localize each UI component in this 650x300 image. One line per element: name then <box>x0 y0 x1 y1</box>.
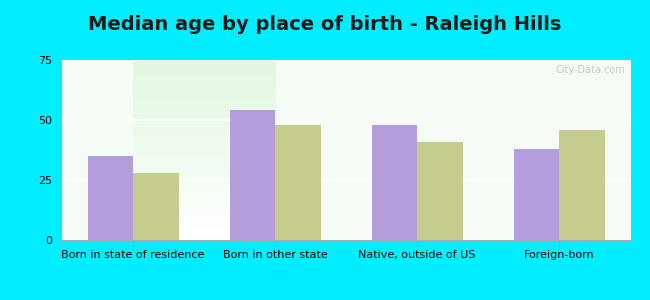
Bar <box>133 173 179 240</box>
Bar <box>417 142 463 240</box>
Bar <box>275 125 320 240</box>
Bar <box>372 125 417 240</box>
Bar <box>559 130 604 240</box>
Bar <box>88 156 133 240</box>
Bar <box>514 149 559 240</box>
Bar <box>229 110 275 240</box>
Text: City-Data.com: City-Data.com <box>555 65 625 75</box>
Text: Median age by place of birth - Raleigh Hills: Median age by place of birth - Raleigh H… <box>88 15 562 34</box>
